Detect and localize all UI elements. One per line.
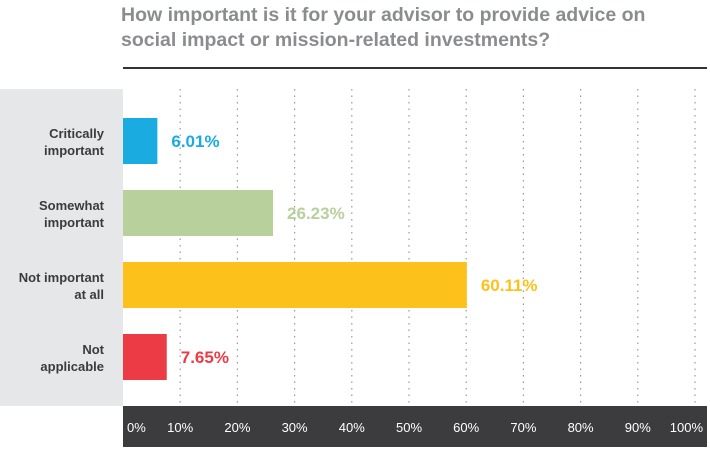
tick-label-70: 70% xyxy=(510,420,536,435)
bars: 6.01% Critically important 26.23% Somewhat im… xyxy=(19,118,538,380)
chart-title: How important is it for your advisor to … xyxy=(121,3,706,53)
tick-label-0: 0% xyxy=(127,420,146,435)
category-label-3-0: Not xyxy=(82,342,104,357)
tick-label-50: 50% xyxy=(396,420,422,435)
chart-title-line-2: social impact or mission-related investm… xyxy=(121,29,551,51)
x-axis-ticks: 0% 10% 20% 30% 40% 50% 60% 70% 80% 90% 100% xyxy=(127,420,703,435)
tick-label-20: 20% xyxy=(224,420,250,435)
category-label-2-1: at all xyxy=(74,287,104,302)
category-label-3-1: applicable xyxy=(40,359,104,374)
tick-label-10: 10% xyxy=(167,420,193,435)
chart-title-line-1: How important is it for your advisor to … xyxy=(121,4,646,26)
tick-label-30: 30% xyxy=(282,420,308,435)
tick-label-60: 60% xyxy=(453,420,479,435)
category-label-2-0: Not important xyxy=(19,270,105,285)
x-axis-band xyxy=(123,406,707,447)
category-label-0-0: Critically xyxy=(49,126,105,141)
category-label-1-1: important xyxy=(44,215,105,230)
tick-label-100: 100% xyxy=(670,420,704,435)
bar-3 xyxy=(123,334,167,380)
bar-1 xyxy=(123,190,274,236)
tick-label-40: 40% xyxy=(339,420,365,435)
category-label-0-1: important xyxy=(44,143,105,158)
category-label-1-0: Somewhat xyxy=(39,198,105,213)
tick-label-80: 80% xyxy=(568,420,594,435)
bar-2 xyxy=(123,262,467,308)
bar-0 xyxy=(123,118,158,164)
tick-label-90: 90% xyxy=(625,420,651,435)
value-label-0: 6.01% xyxy=(171,132,219,151)
category-label-panel xyxy=(0,89,123,406)
value-label-2: 60.11% xyxy=(481,276,538,295)
value-label-3: 7.65% xyxy=(181,348,229,367)
value-label-1: 26.23% xyxy=(287,204,345,223)
grid-lines xyxy=(179,89,696,406)
